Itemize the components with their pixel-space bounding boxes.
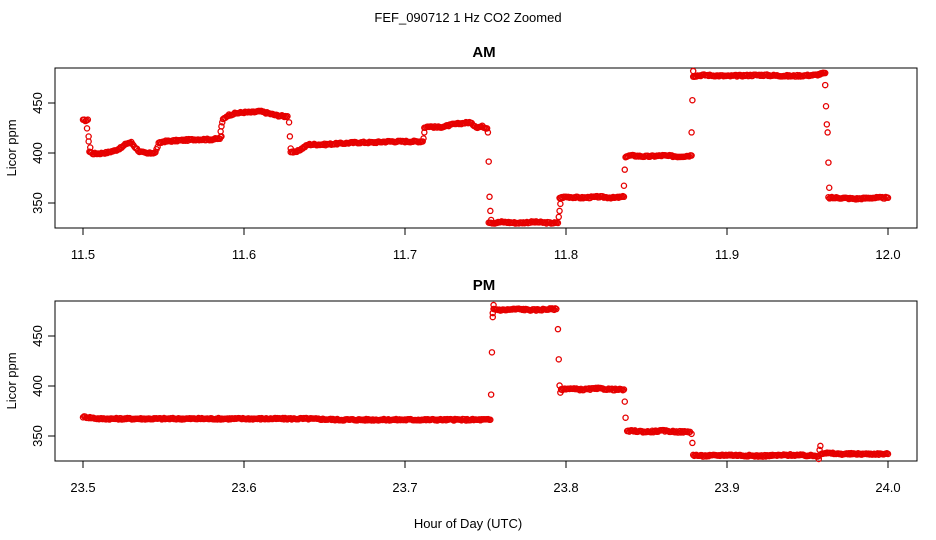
panel-am-y-axis: 350 400 450 Licor ppm (4, 92, 55, 214)
panel-am-frame (54, 67, 918, 229)
am-transition-point-706 (285, 119, 293, 126)
pm-trace-point-524 (675, 429, 682, 436)
pm-transition-point-711 (490, 301, 497, 309)
pm-trace-point-422 (553, 305, 560, 313)
am-transition-point-710 (421, 129, 428, 136)
am-transition-point-716 (555, 213, 563, 221)
pm-transition-point-723 (817, 442, 824, 450)
panel-pm: PM 23.5 23.6 23.7 23.8 23.9 24.0 350 400… (4, 277, 918, 495)
pm-transition-point-720 (688, 430, 695, 438)
am-y-tick-label-450: 450 (30, 92, 45, 114)
am-transition-point-720 (621, 166, 629, 173)
figure-title: FEF_090712 1 Hz CO2 Zoomed (374, 10, 561, 25)
panel-pm-x-axis: 23.5 23.6 23.7 23.8 23.9 24.0 (70, 461, 901, 495)
pm-x-tick-label-5: 24.0 (875, 480, 900, 495)
pm-transition-point-714 (555, 356, 563, 363)
pm-y-axis-label: Licor ppm (4, 352, 19, 409)
am-transition-point-718 (557, 200, 564, 208)
pm-transition-point-709 (488, 349, 496, 356)
am-transition-point-701 (85, 138, 92, 145)
pm-trace-point-707 (884, 450, 892, 458)
pm-x-tick-label-0: 23.5 (70, 480, 95, 495)
pm-transition-point-721 (689, 439, 696, 447)
pm-transition-point-722 (815, 455, 823, 463)
pm-transition-point-718 (621, 398, 629, 405)
am-trace-point-4 (84, 116, 92, 123)
pm-y-tick-label-350: 350 (30, 425, 45, 447)
am-transition-point-726 (822, 102, 830, 110)
pm-x-tick-label-1: 23.6 (231, 480, 256, 495)
panel-pm-points (79, 301, 892, 463)
am-transition-point-724 (689, 67, 697, 75)
am-transition-point-722 (688, 129, 695, 136)
am-x-tick-label-4: 11.9 (715, 247, 739, 262)
am-transition-point-711 (484, 129, 492, 136)
panel-am-title: AM (472, 44, 495, 61)
am-trace-point-175 (279, 112, 287, 120)
am-y-tick-label-350: 350 (30, 192, 45, 214)
panel-pm-frame (54, 300, 918, 462)
am-transition-point-704 (218, 123, 225, 130)
am-transition-point-725 (821, 81, 829, 89)
am-trace-point-64 (152, 149, 159, 156)
am-transition-point-723 (689, 96, 696, 104)
am-transition-point-714 (487, 207, 494, 215)
am-x-tick-label-3: 11.8 (554, 247, 578, 262)
am-trace-point-469 (620, 193, 628, 201)
panel-pm-y-axis: 350 400 450 Licor ppm (4, 325, 55, 447)
am-trace-point-350 (483, 125, 491, 132)
am-y-tick-label-400: 400 (30, 142, 45, 164)
pm-transition-point-710 (489, 313, 496, 321)
am-trace-point-179 (284, 113, 291, 120)
am-transition-point-719 (620, 182, 628, 189)
pm-transition-point-712 (489, 309, 496, 317)
pm-transition-point-713 (554, 325, 562, 333)
pm-transition-point-716 (557, 389, 564, 396)
am-x-tick-label-0: 11.5 (71, 247, 95, 262)
am-trace-point-411 (554, 219, 562, 227)
am-transition-point-712 (485, 158, 492, 165)
pm-transition-point-724 (816, 446, 823, 454)
pm-x-tick-label-4: 23.9 (714, 480, 739, 495)
pm-transition-point-708 (487, 391, 495, 398)
panel-am: AM 11.5 11.6 11.7 11.8 11.9 12.0 350 400… (4, 44, 918, 262)
am-transition-point-708 (287, 145, 294, 152)
am-x-tick-label-5: 12.0 (875, 247, 900, 262)
am-transition-point-707 (286, 133, 294, 140)
x-axis-label: Hour of Day (UTC) (414, 516, 522, 531)
am-transition-point-729 (825, 159, 832, 166)
am-transition-point-713 (486, 193, 493, 201)
pm-y-tick-label-400: 400 (30, 375, 45, 397)
pm-transition-point-717 (557, 386, 565, 393)
am-x-tick-label-1: 11.6 (232, 247, 256, 262)
panel-am-points (79, 67, 892, 227)
am-transition-point-727 (823, 121, 831, 128)
am-transition-point-721 (623, 153, 630, 160)
am-trace-point-646 (821, 69, 829, 77)
am-transition-point-702 (87, 144, 94, 151)
am-transition-point-700 (83, 125, 91, 132)
am-y-axis-label: Licor ppm (4, 119, 19, 176)
am-trace-point-295 (419, 138, 426, 145)
am-transition-point-709 (420, 135, 427, 142)
am-trace-point-699 (884, 194, 892, 202)
pm-x-tick-label-2: 23.7 (392, 480, 417, 495)
panel-pm-title: PM (473, 277, 496, 294)
pm-transition-point-719 (622, 414, 629, 421)
pm-y-tick-label-450: 450 (30, 325, 45, 347)
am-transition-point-728 (824, 129, 831, 136)
am-transition-point-705 (219, 119, 226, 126)
am-x-tick-label-2: 11.7 (393, 247, 417, 262)
pm-trace-point-478 (620, 386, 628, 393)
am-transition-point-730 (825, 184, 833, 191)
panel-am-x-axis: 11.5 11.6 11.7 11.8 11.9 12.0 (71, 228, 901, 262)
am-trace-point-527 (688, 152, 695, 159)
am-transition-point-717 (556, 207, 563, 215)
pm-x-tick-label-3: 23.8 (553, 480, 578, 495)
pm-trace-point-366 (487, 416, 494, 423)
am-transition-point-715 (487, 216, 495, 224)
